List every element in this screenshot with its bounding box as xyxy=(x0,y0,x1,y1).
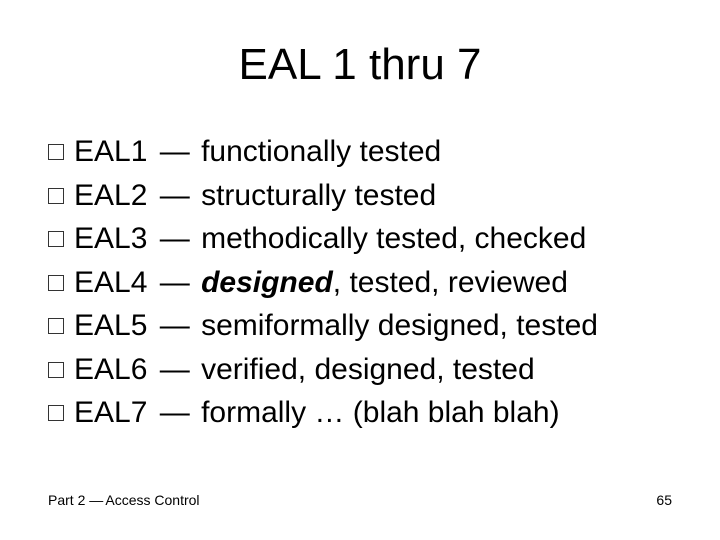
dash-icon: — xyxy=(89,492,102,508)
list-item: EAL3 — methodically tested, checked xyxy=(48,217,672,261)
eal-desc: designed, tested, reviewed xyxy=(201,266,568,299)
dash-icon: — xyxy=(156,353,193,386)
footer-left: Part 2 — Access Control xyxy=(48,492,200,508)
dash-icon: — xyxy=(156,135,193,168)
footer-section: Access Control xyxy=(102,492,199,508)
eal-desc: structurally tested xyxy=(201,179,436,212)
eal-level: EAL5 xyxy=(74,309,147,342)
square-bullet-icon xyxy=(48,188,64,204)
list-item: EAL1 — functionally tested xyxy=(48,130,672,174)
square-bullet-icon xyxy=(48,275,64,291)
eal-level: EAL2 xyxy=(74,179,147,212)
list-item: EAL6 — verified, designed, tested xyxy=(48,348,672,392)
slide: EAL 1 thru 7 EAL1 — functionally tested … xyxy=(0,0,720,540)
square-bullet-icon xyxy=(48,231,64,247)
eal-level: EAL7 xyxy=(74,396,147,429)
dash-icon: — xyxy=(156,266,193,299)
square-bullet-icon xyxy=(48,144,64,160)
item-text: EAL6 — verified, designed, tested xyxy=(74,348,535,392)
dash-icon: — xyxy=(156,396,193,429)
eal-level: EAL6 xyxy=(74,353,147,386)
eal-level: EAL3 xyxy=(74,222,147,255)
footer-part: Part 2 xyxy=(48,492,89,508)
eal-desc: methodically tested, checked xyxy=(201,222,586,255)
page-number: 65 xyxy=(656,492,672,508)
square-bullet-icon xyxy=(48,362,64,378)
dash-icon: — xyxy=(156,222,193,255)
list-item: EAL5 — semiformally designed, tested xyxy=(48,304,672,348)
dash-icon: — xyxy=(156,179,193,212)
square-bullet-icon xyxy=(48,405,64,421)
square-bullet-icon xyxy=(48,318,64,334)
item-text: EAL2 — structurally tested xyxy=(74,174,436,218)
eal-level: EAL1 xyxy=(74,135,147,168)
eal-desc: verified, designed, tested xyxy=(201,353,535,386)
eal-level: EAL4 xyxy=(74,266,147,299)
list-item: EAL4 — designed, tested, reviewed xyxy=(48,261,672,305)
emph-word: designed xyxy=(201,266,333,299)
eal-desc: semiformally designed, tested xyxy=(201,309,598,342)
item-text: EAL4 — designed, tested, reviewed xyxy=(74,261,568,305)
eal-desc: formally … (blah blah blah) xyxy=(201,396,560,429)
eal-desc: functionally tested xyxy=(201,135,441,168)
item-text: EAL1 — functionally tested xyxy=(74,130,441,174)
dash-icon: — xyxy=(156,309,193,342)
item-text: EAL5 — semiformally designed, tested xyxy=(74,304,598,348)
list-item: EAL2 — structurally tested xyxy=(48,174,672,218)
item-text: EAL7 — formally … (blah blah blah) xyxy=(74,391,560,435)
slide-footer: Part 2 — Access Control 65 xyxy=(48,492,672,508)
desc-rest: , tested, reviewed xyxy=(333,266,568,299)
slide-title: EAL 1 thru 7 xyxy=(0,40,720,90)
item-text: EAL3 — methodically tested, checked xyxy=(74,217,586,261)
list-item: EAL7 — formally … (blah blah blah) xyxy=(48,391,672,435)
slide-body: EAL1 — functionally tested EAL2 — struct… xyxy=(48,130,672,435)
